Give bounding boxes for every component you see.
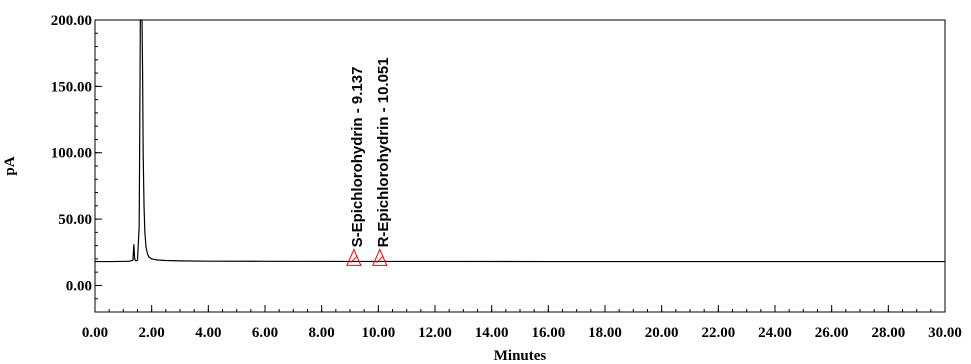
y-axis: 0.00 50.00 100.00 150.00 200.00: [51, 13, 102, 294]
y-tick-label: 150.00: [51, 79, 92, 95]
x-tick-label: 0.00: [82, 325, 108, 341]
y-tick-label: 50.00: [58, 212, 92, 228]
x-tick-label: 24.00: [758, 325, 792, 341]
x-tick-label: 22.00: [701, 325, 735, 341]
y-tick-label: 0.00: [66, 278, 92, 294]
peak-marker-icon: [372, 248, 388, 266]
x-tick-label: 28.00: [871, 325, 905, 341]
y-axis-title: pA: [2, 156, 18, 175]
x-tick-label: 12.00: [418, 325, 452, 341]
x-tick-label: 8.00: [309, 325, 335, 341]
x-tick-label: 18.00: [588, 325, 622, 341]
y-tick-label: 200.00: [51, 13, 92, 29]
peak-label: R-Epichlorohydrin - 10.051: [375, 57, 392, 247]
chromatogram-trace: [95, 19, 945, 263]
x-tick-label: 30.00: [928, 325, 962, 341]
x-tick-label: 6.00: [252, 325, 278, 341]
minor-ticks: [94, 19, 946, 313]
x-tick-label: 4.00: [195, 325, 221, 341]
peak-label: S-Epichlorohydrin - 9.137: [349, 67, 366, 248]
x-tick-label: 26.00: [815, 325, 849, 341]
x-tick-label: 20.00: [645, 325, 679, 341]
x-axis-title: Minutes: [494, 348, 547, 364]
peak-marker-icon: [346, 248, 362, 266]
plot-area-border: [94, 19, 946, 313]
x-tick-label: 10.00: [361, 325, 395, 341]
x-tick-label: 2.00: [139, 325, 165, 341]
y-tick-label: 100.00: [51, 146, 92, 162]
x-axis: 0.00 2.00 4.00 6.00 8.00 10.00 12.00 14.00 16.00…: [82, 305, 962, 341]
x-tick-label: 14.00: [475, 325, 509, 341]
x-tick-label: 16.00: [531, 325, 565, 341]
peak-annotations: S-Epichlorohydrin - 9.137 R-Epichlorohydr…: [346, 57, 392, 266]
